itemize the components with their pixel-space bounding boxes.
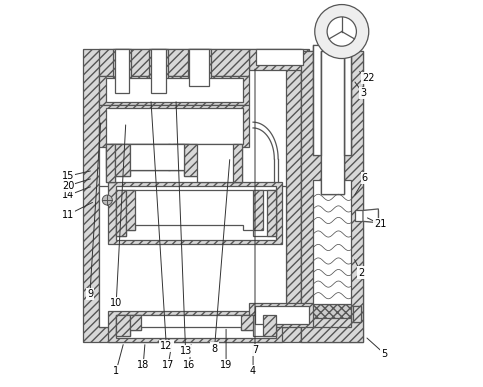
Bar (321, 51, 344, 194)
Bar (99, 76, 249, 105)
Bar (115, 144, 129, 176)
Bar (301, 51, 363, 342)
Bar (321, 51, 344, 194)
Bar (99, 186, 286, 327)
Bar (129, 144, 184, 170)
Bar (267, 190, 276, 236)
Bar (355, 211, 378, 221)
Bar (173, 144, 185, 167)
Text: 15: 15 (62, 171, 74, 181)
Bar (233, 144, 242, 182)
Bar (315, 51, 350, 327)
Text: 22: 22 (363, 73, 375, 83)
Bar (325, 49, 340, 140)
Text: 16: 16 (184, 360, 196, 370)
Bar (255, 306, 309, 324)
Bar (313, 180, 352, 307)
Text: 17: 17 (162, 360, 174, 370)
Bar (313, 304, 352, 319)
Bar (126, 190, 135, 230)
Bar (106, 108, 242, 144)
Text: 18: 18 (137, 360, 149, 370)
Bar (99, 49, 249, 76)
Text: 20: 20 (62, 181, 74, 191)
Text: 19: 19 (220, 360, 232, 370)
Bar (151, 49, 166, 93)
Bar (116, 315, 129, 336)
Bar (168, 144, 189, 170)
Circle shape (315, 5, 369, 58)
Text: 5: 5 (381, 349, 387, 358)
Bar (313, 45, 352, 155)
Bar (106, 144, 127, 170)
Bar (99, 64, 286, 327)
Bar (187, 49, 211, 86)
Polygon shape (106, 144, 242, 182)
Bar (253, 190, 263, 230)
Bar (116, 190, 126, 236)
Bar (109, 182, 282, 244)
Text: 13: 13 (180, 346, 192, 356)
Bar (116, 186, 276, 240)
Bar (149, 49, 168, 93)
Text: 4: 4 (250, 366, 256, 376)
Text: 1: 1 (113, 366, 119, 376)
Polygon shape (116, 190, 276, 236)
Polygon shape (116, 315, 276, 336)
Bar (301, 51, 363, 342)
Text: 7: 7 (252, 345, 258, 354)
Bar (321, 51, 344, 194)
Bar (99, 105, 249, 147)
Bar (126, 144, 170, 170)
Text: 12: 12 (160, 341, 172, 351)
Text: 6: 6 (362, 173, 368, 183)
Bar (263, 315, 276, 336)
Bar (313, 45, 352, 155)
Bar (249, 303, 315, 327)
Text: 3: 3 (360, 88, 366, 98)
Bar (114, 49, 131, 93)
Circle shape (327, 17, 356, 46)
Polygon shape (363, 209, 378, 223)
Bar (111, 144, 122, 167)
Bar (109, 311, 282, 342)
Text: 9: 9 (87, 289, 93, 299)
Bar (354, 306, 361, 322)
Bar (106, 78, 242, 102)
Bar (249, 49, 309, 70)
Text: 2: 2 (358, 267, 364, 277)
Bar (129, 315, 141, 330)
Bar (106, 144, 115, 182)
Bar (115, 49, 129, 93)
Bar (242, 315, 253, 330)
Bar (325, 49, 340, 140)
Bar (116, 315, 276, 338)
Bar (256, 49, 303, 65)
Bar (354, 306, 361, 322)
Bar (84, 49, 301, 342)
Circle shape (102, 195, 113, 205)
Bar (313, 318, 352, 327)
Text: 8: 8 (212, 344, 217, 353)
Bar (325, 49, 340, 140)
Text: 14: 14 (62, 190, 74, 200)
Bar (184, 144, 197, 176)
Text: 21: 21 (374, 219, 386, 229)
Text: 10: 10 (110, 298, 122, 308)
Bar (189, 49, 209, 86)
Text: 11: 11 (62, 210, 74, 220)
